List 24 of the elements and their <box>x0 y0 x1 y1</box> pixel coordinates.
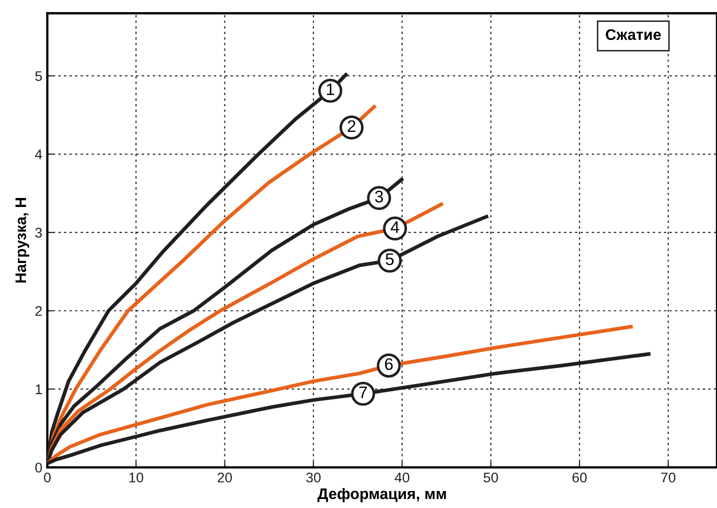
x-tick-label: 50 <box>484 472 498 482</box>
annotation: Сжатие <box>606 29 661 40</box>
x-tick-label: 70 <box>661 472 676 482</box>
x-axis-title: Деформация, мм <box>318 488 446 502</box>
annotation: 5 <box>386 253 394 266</box>
x-tick-label: 10 <box>129 472 144 482</box>
annotation: 1 <box>326 84 334 96</box>
annotation: 4 <box>390 221 400 233</box>
y-tick-label: 1 <box>36 384 42 394</box>
annotation: 6 <box>385 358 393 370</box>
y-tick-label: 0 <box>35 462 42 473</box>
x-tick-label: 20 <box>218 472 232 482</box>
y-tick-label: 2 <box>35 306 42 316</box>
y-tick-label: 5 <box>35 71 42 82</box>
annotation: 2 <box>348 120 356 132</box>
x-tick-label: 60 <box>572 472 587 482</box>
annotation: 3 <box>375 190 383 202</box>
x-tick-label: 0 <box>44 472 51 482</box>
annotation: 7 <box>359 386 367 398</box>
y-tick-label: 3 <box>35 228 42 238</box>
y-axis-title: Нагрузка, Н <box>16 198 30 283</box>
x-tick-label: 40 <box>394 472 410 482</box>
x-tick-label: 30 <box>306 472 321 482</box>
y-tick-label: 4 <box>35 150 42 160</box>
